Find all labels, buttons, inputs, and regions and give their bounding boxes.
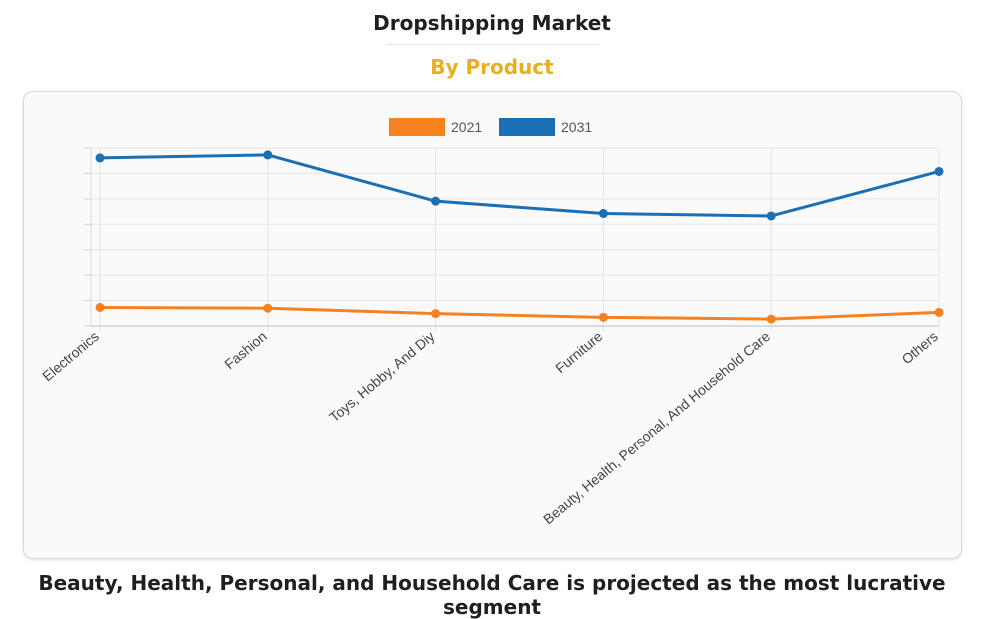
- x-tick-label: Furniture: [552, 328, 605, 376]
- data-point-2031: [431, 196, 441, 206]
- chart-subtitle: By Product: [430, 55, 554, 79]
- legend-swatch-2031: [499, 118, 555, 136]
- data-point-2021: [766, 314, 776, 324]
- x-tick-label: Electronics: [39, 328, 102, 384]
- legend-swatch-2021: [389, 118, 445, 136]
- data-point-2031: [263, 150, 273, 160]
- x-tick-label: Toys, Hobby, And Diy: [326, 328, 437, 425]
- x-tick-label: Others: [898, 328, 940, 367]
- data-point-2021: [598, 312, 608, 322]
- data-point-2021: [431, 309, 441, 319]
- data-point-2031: [95, 153, 105, 163]
- chart-card: Electronics Fashion Toys, Hobby, And Diy Fu…: [23, 91, 962, 559]
- data-point-2021: [934, 307, 944, 317]
- series-line-2031: [99, 153, 940, 218]
- data-point-2031: [766, 211, 776, 221]
- data-point-2031: [598, 209, 608, 219]
- legend-label: 2031: [561, 119, 592, 135]
- data-point-2031: [934, 166, 944, 176]
- footer-caption: Beauty, Health, Personal, and Household …: [38, 571, 946, 619]
- chart-title: Dropshipping Market: [373, 11, 611, 35]
- series-line-2021: [99, 305, 940, 321]
- x-tick-label: Fashion: [221, 328, 269, 372]
- title-divider: [387, 44, 599, 45]
- data-point-2021: [95, 302, 105, 312]
- legend-label: 2021: [451, 119, 482, 135]
- data-point-2021: [263, 303, 273, 313]
- line-chart: Electronics Fashion Toys, Hobby, And Diy Fu…: [39, 118, 944, 527]
